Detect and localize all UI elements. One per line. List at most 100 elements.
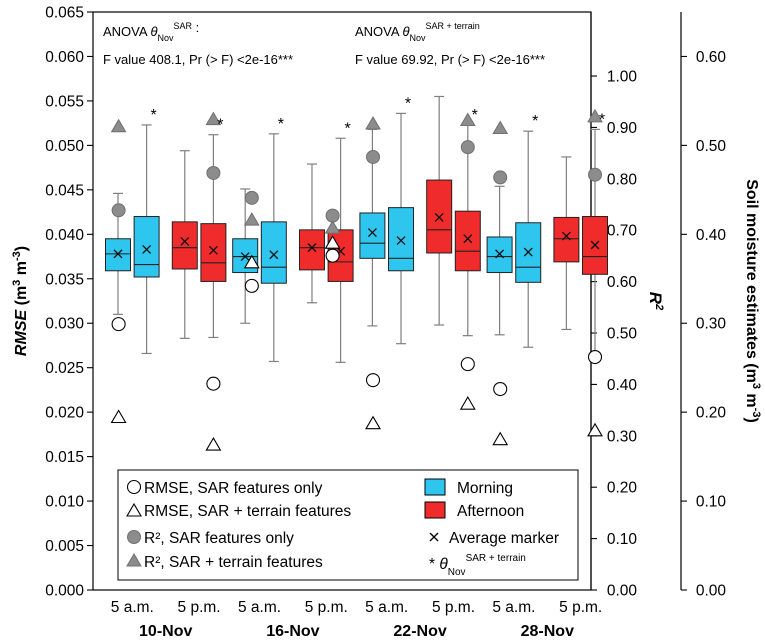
mean-marker	[142, 244, 152, 254]
rmse-sar-only-point	[365, 373, 381, 388]
right-axis-ticks: 0.00 0.10 0.20 0.30 0.40 0.50 0.60	[681, 49, 726, 600]
left-tick-label: 0.045	[45, 182, 84, 199]
r2-sar-only-point	[206, 165, 221, 180]
rmse-sar-terrain-point	[587, 422, 603, 437]
whiskers	[113, 95, 600, 363]
box-morning	[260, 221, 287, 284]
box-afternoon	[582, 216, 608, 275]
mean-marker	[434, 212, 444, 222]
mean-marker	[240, 252, 250, 261]
mean-marker	[180, 236, 190, 246]
box-morning	[359, 212, 386, 259]
right-tick-label: 0.10	[696, 494, 727, 511]
r2-tick-label: 0.30	[607, 428, 638, 445]
box-afternoon	[200, 223, 227, 282]
legend-rmse-sar-label: RMSE, SAR features only	[144, 480, 323, 497]
date-label: 10-Nov	[139, 623, 192, 640]
r2-tick-label: 0.80	[607, 171, 638, 188]
date-label: 16-Nov	[266, 623, 319, 640]
mean-marker	[307, 243, 317, 253]
right-tick-label: 0.30	[696, 316, 727, 333]
significance-asterisk: *	[405, 95, 411, 112]
rmse-sar-only-point	[587, 349, 603, 365]
r2-tick-label: 0.40	[607, 377, 638, 394]
x-tick-label: 5 a.m.	[238, 599, 281, 616]
r2-axis-title: R2	[646, 292, 665, 310]
right-axis-title: Soil moisture estimates (m3 m-3)	[743, 179, 762, 423]
r2-tick-label: 0.90	[607, 120, 638, 137]
significance-asterisk: *	[217, 117, 223, 134]
significance-asterisk: *	[151, 107, 157, 124]
left-tick-label: 0.065	[45, 5, 84, 22]
r2-sar-terrain-point	[110, 118, 127, 133]
legend-box	[117, 469, 579, 581]
legend-afternoon-label: Afternoon	[457, 503, 524, 520]
x-tick-label: 5 p.m.	[178, 599, 221, 616]
mean-marker	[561, 231, 571, 241]
left-tick-label: 0.020	[45, 405, 84, 422]
r2-sar-only-point	[111, 203, 126, 218]
significance-asterisk: *	[278, 116, 284, 133]
rmse-sar-terrain-point	[243, 254, 260, 269]
r2-tick-label: 0.10	[607, 531, 638, 548]
rmse-sar-terrain-point	[324, 235, 341, 249]
legend-rmse-sar-icon	[126, 479, 142, 495]
mean-marker	[269, 250, 279, 260]
significance-asterisk: *	[472, 107, 478, 124]
mean-marker	[396, 236, 406, 245]
left-tick-label: 0.010	[45, 494, 84, 511]
r2-sar-only-point	[244, 190, 259, 205]
left-tick-label: 0.005	[45, 538, 84, 555]
left-tick-label: 0.015	[45, 449, 84, 466]
legend-rmse-terrain-icon	[126, 502, 142, 517]
right-tick-label: 0.60	[696, 49, 727, 66]
x-tick-label: 5 a.m.	[365, 599, 408, 616]
left-tick-label: 0.050	[45, 138, 84, 155]
legend-average-icon	[429, 532, 439, 542]
significance-asterisk: *	[344, 120, 350, 137]
rmse-sar-terrain-point	[492, 431, 509, 446]
box-morning	[388, 207, 415, 272]
date-label: 28-Nov	[521, 623, 574, 640]
r2-sar-terrain-point	[324, 220, 341, 234]
legend-average-label: Average marker	[449, 530, 559, 547]
box-morning	[133, 216, 160, 278]
r2-axis-ticks: 0.00 0.10 0.20 0.30 0.40 0.50 0.60 0.70 0.80 0.90…	[591, 69, 637, 600]
rmse-sar-only-point	[325, 248, 340, 263]
x-tick-label: 5 a.m.	[111, 599, 154, 616]
anova-sar-stats: F value 408.1, Pr (> F) <2e-16***	[103, 52, 293, 67]
r2-sar-only-point	[588, 167, 602, 182]
r2-sar-terrain-point	[365, 116, 381, 130]
right-tick-label: 0.50	[696, 138, 727, 155]
legend-r2-sar-icon	[127, 530, 141, 544]
box-afternoon	[171, 221, 198, 270]
anova-terrain-stats: F value 69.92, Pr (> F) <2e-16***	[355, 52, 545, 67]
rmse-sar-only-point	[244, 278, 259, 293]
box-afternoon	[454, 210, 481, 272]
anova-terrain-title: ANOVA θNovSAR + terrain	[355, 21, 480, 43]
mean-marker	[113, 249, 123, 259]
x-tick-label: 5 p.m.	[559, 599, 602, 616]
rmse-sar-terrain-point	[365, 415, 381, 430]
left-tick-label: 0.030	[45, 316, 84, 333]
left-tick-label: 0.000	[45, 583, 84, 600]
r2-sar-terrain-point	[243, 212, 260, 226]
rmse-sar-only-point	[493, 381, 508, 397]
box-afternoon	[553, 216, 580, 263]
date-label: 22-Nov	[393, 623, 446, 640]
significance-asterisk: *	[532, 113, 538, 130]
left-tick-label: 0.040	[45, 227, 84, 244]
rmse-sar-terrain-point	[205, 436, 222, 451]
legend-theta-label: * θNovSAR + terrain	[429, 553, 526, 578]
left-tick-label: 0.060	[45, 49, 84, 66]
legend-rmse-terrain-label: RMSE, SAR + terrain features	[144, 503, 351, 520]
r2-sar-only-point	[366, 149, 381, 164]
legend-morning-label: Morning	[457, 480, 513, 497]
legend-r2-terrain-icon	[126, 553, 142, 567]
box-afternoon	[298, 229, 325, 271]
rmse-sar-only-point	[111, 317, 126, 332]
r2-sar-only-point	[460, 140, 475, 155]
r2-tick-label: 0.70	[607, 223, 638, 240]
r2-sar-only-point	[493, 170, 508, 185]
